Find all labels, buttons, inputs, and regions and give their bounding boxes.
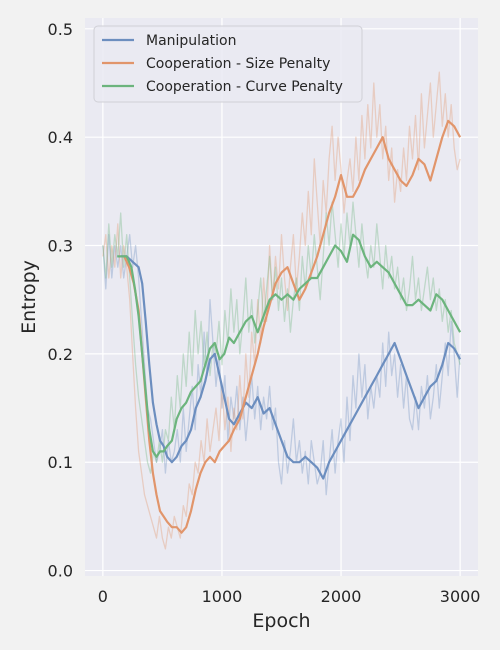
legend-box <box>93 25 363 103</box>
series-1-smoothed-line <box>123 119 462 534</box>
series-2-smoothed-line <box>117 233 462 458</box>
x-tick-label: 1000 <box>202 587 243 606</box>
raw-series-layer <box>102 71 461 550</box>
y-tick-label: 0.2 <box>48 345 73 364</box>
smoothed-series-layer <box>117 119 462 534</box>
legend: Manipulation Cooperation - Size Penalty Co… <box>93 25 363 103</box>
series-0-smoothed-line <box>120 255 462 480</box>
legend-label: Manipulation <box>146 33 236 49</box>
y-tick-label: 0.4 <box>48 128 73 147</box>
series-0-raw-line <box>102 234 461 496</box>
y-tick-label: 0.0 <box>48 562 73 581</box>
series-1-raw-line <box>102 71 461 550</box>
x-tick-label: 0 <box>98 587 108 606</box>
plot-area <box>85 18 478 576</box>
tick-labels: 0 1000 2000 3000 0.0 0.1 0.2 0.3 0.4 0.5 <box>48 20 481 606</box>
y-axis-title: Entropy <box>18 260 40 334</box>
legend-label: Cooperation - Size Penalty <box>146 56 330 72</box>
y-tick-label: 0.5 <box>48 20 73 39</box>
x-tick-label: 3000 <box>440 587 481 606</box>
legend-label: Cooperation - Curve Penalty <box>146 79 343 95</box>
y-tick-label: 0.1 <box>48 453 73 472</box>
grid <box>85 18 478 576</box>
series-2-raw-line <box>102 201 461 474</box>
y-tick-label: 0.3 <box>48 237 73 256</box>
x-axis-title: Epoch <box>252 610 310 632</box>
x-tick-label: 2000 <box>321 587 362 606</box>
